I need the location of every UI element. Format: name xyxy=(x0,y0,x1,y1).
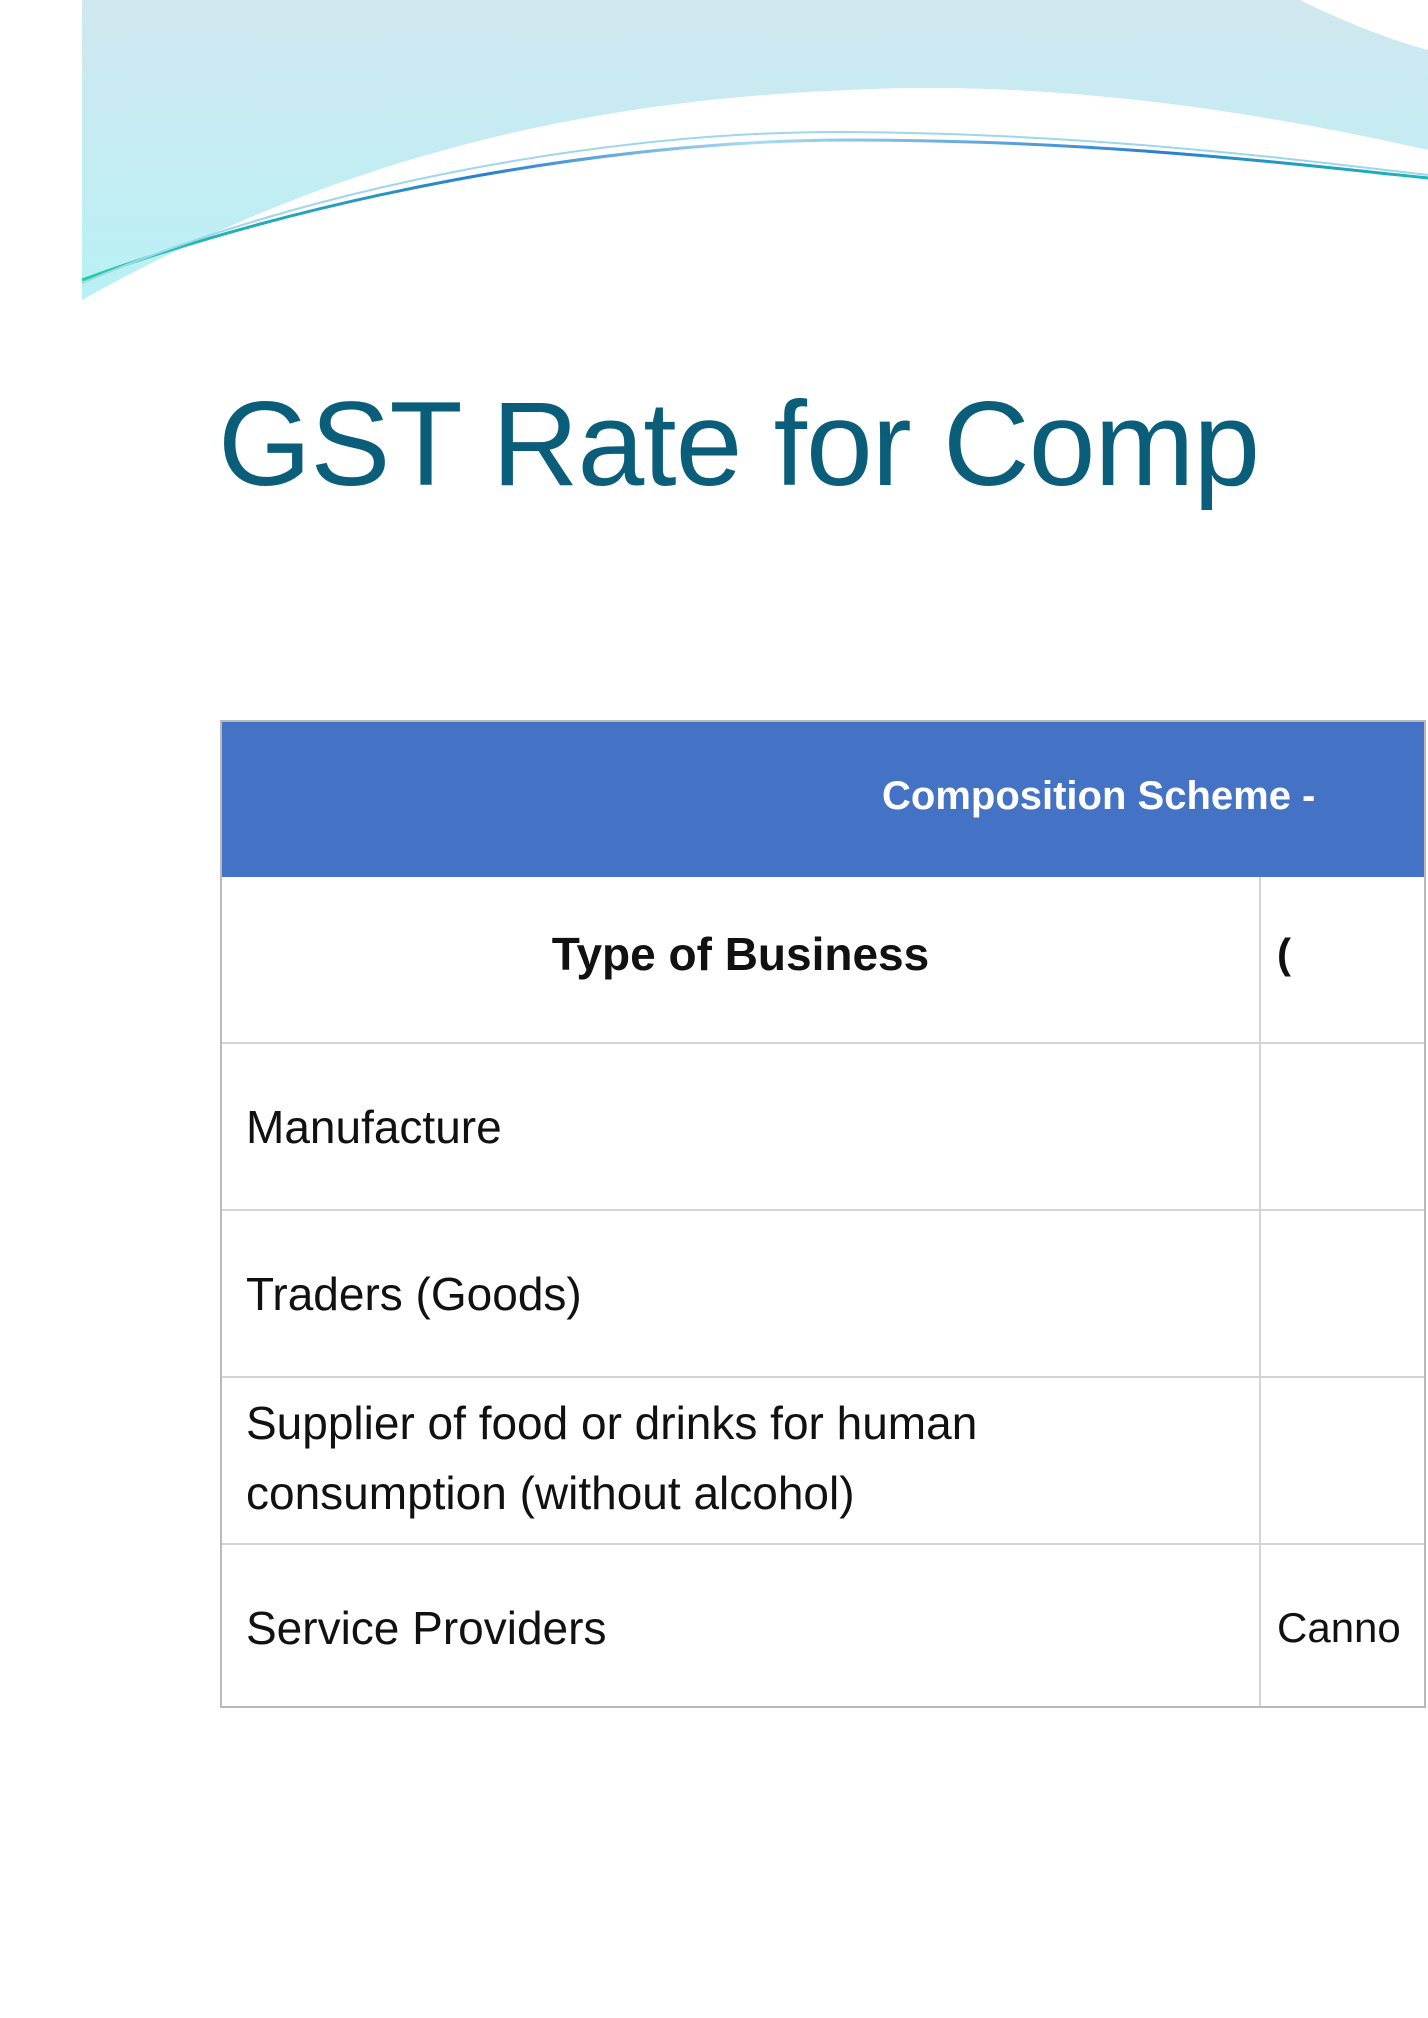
table-row: Traders (Goods) xyxy=(222,1209,1424,1378)
business-type: Traders (Goods) xyxy=(246,1268,582,1320)
business-type-line2: consumption (without alcohol) xyxy=(246,1467,855,1519)
table-banner-text: Composition Scheme - xyxy=(882,774,1316,818)
table-row: Service Providers Canno xyxy=(222,1543,1424,1710)
composition-scheme-table: Composition Scheme - Type of Business ( … xyxy=(220,720,1426,1708)
table-row: Manufacture xyxy=(222,1042,1424,1211)
slide-title: GST Rate for Comp xyxy=(218,377,1260,511)
business-type: Service Providers xyxy=(246,1602,607,1654)
table-banner: Composition Scheme - xyxy=(222,722,1424,877)
rate-value: Canno xyxy=(1277,1604,1401,1651)
column-header-rate: ( xyxy=(1277,930,1291,977)
decorative-wave-banner xyxy=(81,0,1428,300)
column-header-type: Type of Business xyxy=(551,928,930,980)
business-type: Supplier of food or drinks for human xyxy=(246,1397,978,1449)
table-row: Supplier of food or drinks for human con… xyxy=(222,1376,1424,1545)
column-divider xyxy=(1259,877,1261,1706)
business-type: Manufacture xyxy=(246,1101,502,1153)
